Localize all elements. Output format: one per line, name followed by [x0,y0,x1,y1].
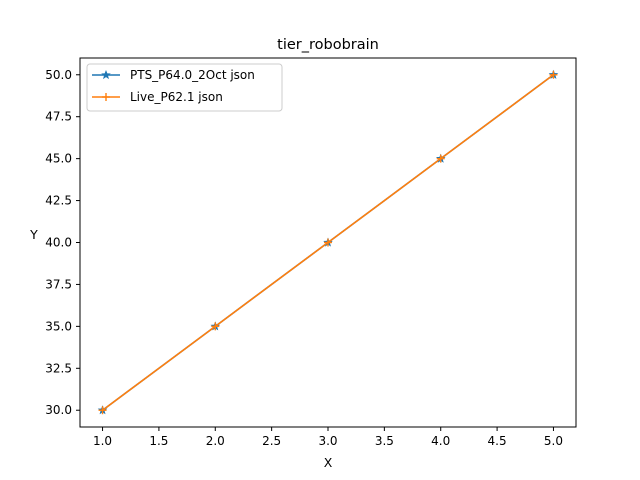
y-tick-label: 35.0 [45,319,72,333]
y-axis-label: Y [29,227,38,242]
legend-label-2: Live_P62.1 json [130,90,223,104]
y-tick-label: 50.0 [45,68,72,82]
x-tick-label: 1.5 [149,434,168,448]
legend-marker-2 [102,93,110,101]
x-tick-label: 3.5 [375,434,394,448]
x-tick-label: 2.0 [206,434,225,448]
data-point-series-2 [324,238,332,247]
legend: PTS_P64.0_2Oct json Live_P62.1 json [86,63,283,112]
data-point-series-2 [98,406,107,415]
data-point-series-2 [549,70,558,79]
x-tick-label: 4.0 [431,434,450,448]
y-tick-label: 40.0 [45,236,72,250]
legend-box [86,63,283,112]
chart-title: tier_robobrain [277,37,379,53]
x-tick-label: 2.5 [262,434,281,448]
y-tick-label: 30.0 [45,403,72,417]
x-tick-label: 4.5 [488,434,507,448]
y-tick-label: 42.5 [45,194,72,208]
axes-ticks: 1.0 1.5 2.0 2.5 3.0 3.5 4.0 4.5 5.0 30.0 32.5 35.0 3… [45,68,563,448]
data-point-series-2 [436,154,445,163]
plot-area [97,69,559,415]
x-tick-label: 5.0 [544,434,563,448]
y-tick-label: 47.5 [45,110,72,124]
data-point-series-2 [211,322,220,331]
x-tick-label: 3.0 [318,434,337,448]
legend-marker-1 [101,69,111,80]
x-tick-label: 1.0 [93,434,112,448]
legend-label-1: PTS_P64.0_2Oct json [130,68,255,82]
y-tick-label: 32.5 [45,361,72,375]
y-tick-label: 45.0 [45,152,72,166]
x-axis-label: X [324,455,333,470]
y-tick-label: 37.5 [45,277,72,291]
